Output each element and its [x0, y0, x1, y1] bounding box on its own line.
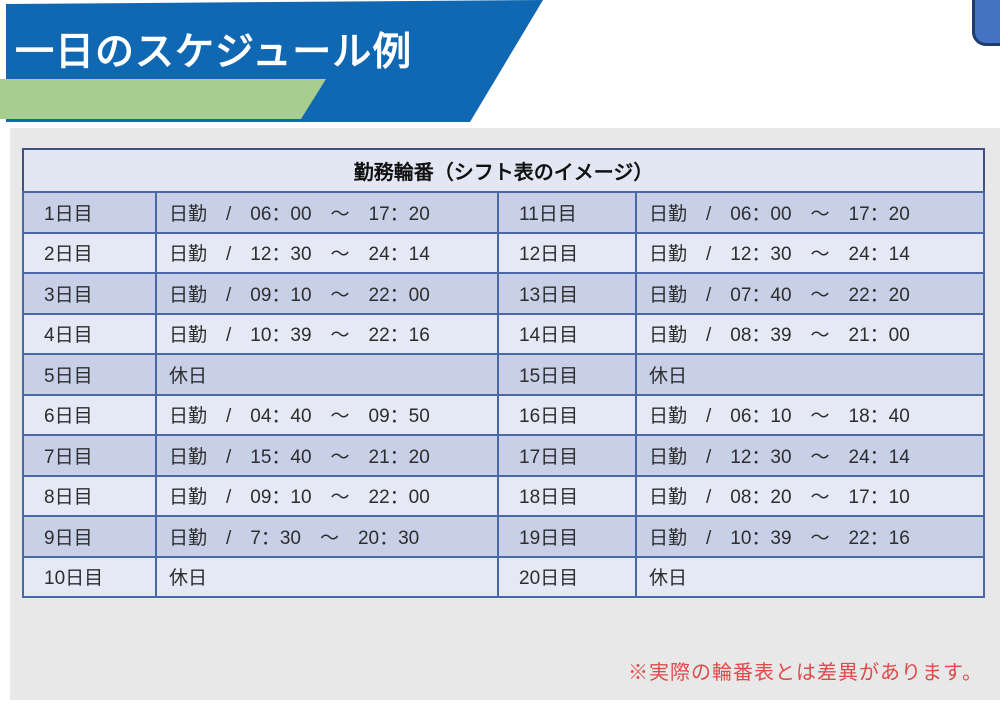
table-row: 8日目 日勤 / 09：10 ～ 22：00 18日目 日勤 / 08：20 ～ 17…	[22, 474, 986, 517]
content-panel: 勤務輪番（シフト表のイメージ） 1日目 日勤 / 06：00 ～ 17：20 11日…	[10, 128, 1000, 700]
day-cell: 12日目	[497, 231, 637, 274]
shift-cell: 日勤 / 10：39 ～ 22：16	[634, 515, 986, 558]
day-cell: 6日目	[22, 393, 157, 436]
day-cell: 14日目	[497, 312, 637, 355]
day-cell: 16日目	[497, 393, 637, 436]
page-title: 一日のスケジュール例	[15, 31, 413, 74]
shift-cell: 日勤 / 09：10 ～ 22：00	[155, 272, 499, 315]
day-cell: 10日目	[22, 555, 157, 598]
day-cell: 13日目	[497, 272, 637, 315]
day-cell: 3日目	[22, 272, 157, 315]
day-cell: 5日目	[22, 353, 157, 396]
day-cell: 8日目	[22, 474, 157, 517]
shift-cell: 日勤 / 06：10 ～ 18：40	[634, 393, 986, 436]
shift-cell: 日勤 / 08：20 ～ 17：10	[634, 474, 986, 517]
day-cell: 2日目	[22, 231, 157, 274]
day-cell: 15日目	[497, 353, 637, 396]
table-row: 6日目 日勤 / 04：40 ～ 09：50 16日目 日勤 / 06：10 ～ 18…	[22, 393, 986, 436]
shift-cell: 日勤 / 12：30 ～ 24：14	[155, 231, 499, 274]
shift-cell: 休日	[155, 555, 499, 598]
table-row: 7日目 日勤 / 15：40 ～ 21：20 17日目 日勤 / 12：30 ～ 24…	[22, 434, 986, 477]
corner-tab-shape	[972, 0, 1000, 46]
day-cell: 20日目	[497, 555, 637, 598]
shift-cell: 日勤 / 10：39 ～ 22：16	[155, 312, 499, 355]
shift-cell: 日勤 / 12：30 ～ 24：14	[634, 231, 986, 274]
shift-cell: 休日	[634, 353, 986, 396]
shift-cell: 日勤 / 12：30 ～ 24：14	[634, 434, 986, 477]
table-title: 勤務輪番（シフト表のイメージ）	[21, 148, 986, 193]
day-cell: 9日目	[22, 515, 157, 558]
day-cell: 1日目	[22, 191, 157, 234]
table-row: 9日目 日勤 / 7：30 ～ 20：30 19日目 日勤 / 10：39 ～ 22：…	[22, 515, 986, 558]
shift-cell: 休日	[155, 353, 499, 396]
table-row: 2日目 日勤 / 12：30 ～ 24：14 12日目 日勤 / 12：30 ～ 24…	[22, 231, 986, 274]
shift-table: 勤務輪番（シフト表のイメージ） 1日目 日勤 / 06：00 ～ 17：20 11日…	[21, 148, 986, 598]
table-row: 1日目 日勤 / 06：00 ～ 17：20 11日目 日勤 / 06：00 ～ 17…	[22, 191, 986, 234]
shift-cell: 日勤 / 04：40 ～ 09：50	[155, 393, 499, 436]
shift-cell: 日勤 / 06：00 ～ 17：20	[155, 191, 499, 234]
shift-cell: 日勤 / 15：40 ～ 21：20	[155, 434, 499, 477]
shift-cell: 日勤 / 08：39 ～ 21：00	[634, 312, 986, 355]
day-cell: 17日目	[497, 434, 637, 477]
green-accent-band	[0, 79, 326, 119]
title-banner: 一日のスケジュール例	[0, 0, 560, 122]
shift-cell: 日勤 / 07：40 ～ 22：20	[634, 272, 986, 315]
day-cell: 18日目	[497, 474, 637, 517]
shift-table-body: 1日目 日勤 / 06：00 ～ 17：20 11日目 日勤 / 06：00 ～ 17…	[22, 191, 986, 598]
day-cell: 4日目	[22, 312, 157, 355]
table-row: 10日目 休日 20日目 休日	[22, 555, 986, 598]
shift-cell: 休日	[634, 555, 986, 598]
table-row: 5日目 休日 15日目 休日	[22, 353, 986, 396]
disclaimer-note: ※実際の輪番表とは差異があります。	[628, 662, 983, 684]
shift-cell: 日勤 / 7：30 ～ 20：30	[155, 515, 499, 558]
shift-cell: 日勤 / 09：10 ～ 22：00	[155, 474, 499, 517]
day-cell: 7日目	[22, 434, 157, 477]
table-row: 3日目 日勤 / 09：10 ～ 22：00 13日目 日勤 / 07：40 ～ 22…	[22, 272, 986, 315]
shift-cell: 日勤 / 06：00 ～ 17：20	[634, 191, 986, 234]
table-row: 4日目 日勤 / 10：39 ～ 22：16 14日目 日勤 / 08：39 ～ 21…	[22, 312, 986, 355]
day-cell: 19日目	[497, 515, 637, 558]
table-header-row: 勤務輪番（シフト表のイメージ）	[21, 148, 986, 193]
day-cell: 11日目	[497, 191, 637, 234]
